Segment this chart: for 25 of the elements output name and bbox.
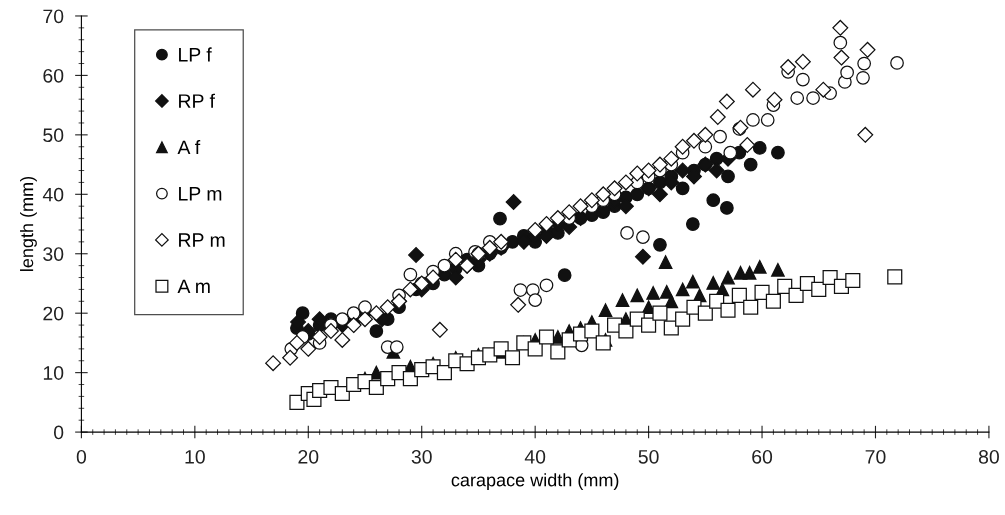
- x-tick-label: 30: [411, 449, 432, 464]
- x-axis-title: carapace width (mm): [451, 473, 619, 490]
- y-tick-label: 30: [43, 247, 64, 261]
- x-tick-label: 80: [978, 449, 999, 464]
- legend-label: LP m: [179, 187, 222, 201]
- y-tick-label: 40: [42, 187, 64, 202]
- legend-label: RP m: [179, 233, 225, 247]
- x-tick-label: 50: [638, 449, 659, 464]
- x-tick-label: 0: [76, 449, 87, 464]
- y-tick-label: 10: [43, 366, 64, 380]
- x-tick-label: 10: [185, 449, 205, 464]
- x-tick-label: 60: [752, 449, 773, 464]
- y-tick-label: 60: [43, 68, 64, 83]
- legend-label: RP f: [179, 93, 215, 108]
- x-tick-label: 40: [524, 449, 546, 464]
- y-tick-label: 20: [43, 306, 64, 321]
- legend-label: LP f: [179, 47, 212, 62]
- legend-label: A m: [177, 279, 210, 294]
- x-tick-label: 20: [298, 449, 319, 464]
- y-tick-label: 0: [53, 425, 64, 440]
- y-tick-label: 50: [43, 128, 64, 143]
- y-tick-label: 70: [43, 9, 64, 24]
- x-tick-label: 70: [865, 449, 886, 464]
- y-axis-title: length (mm): [20, 176, 37, 271]
- legend-label: A f: [177, 140, 201, 155]
